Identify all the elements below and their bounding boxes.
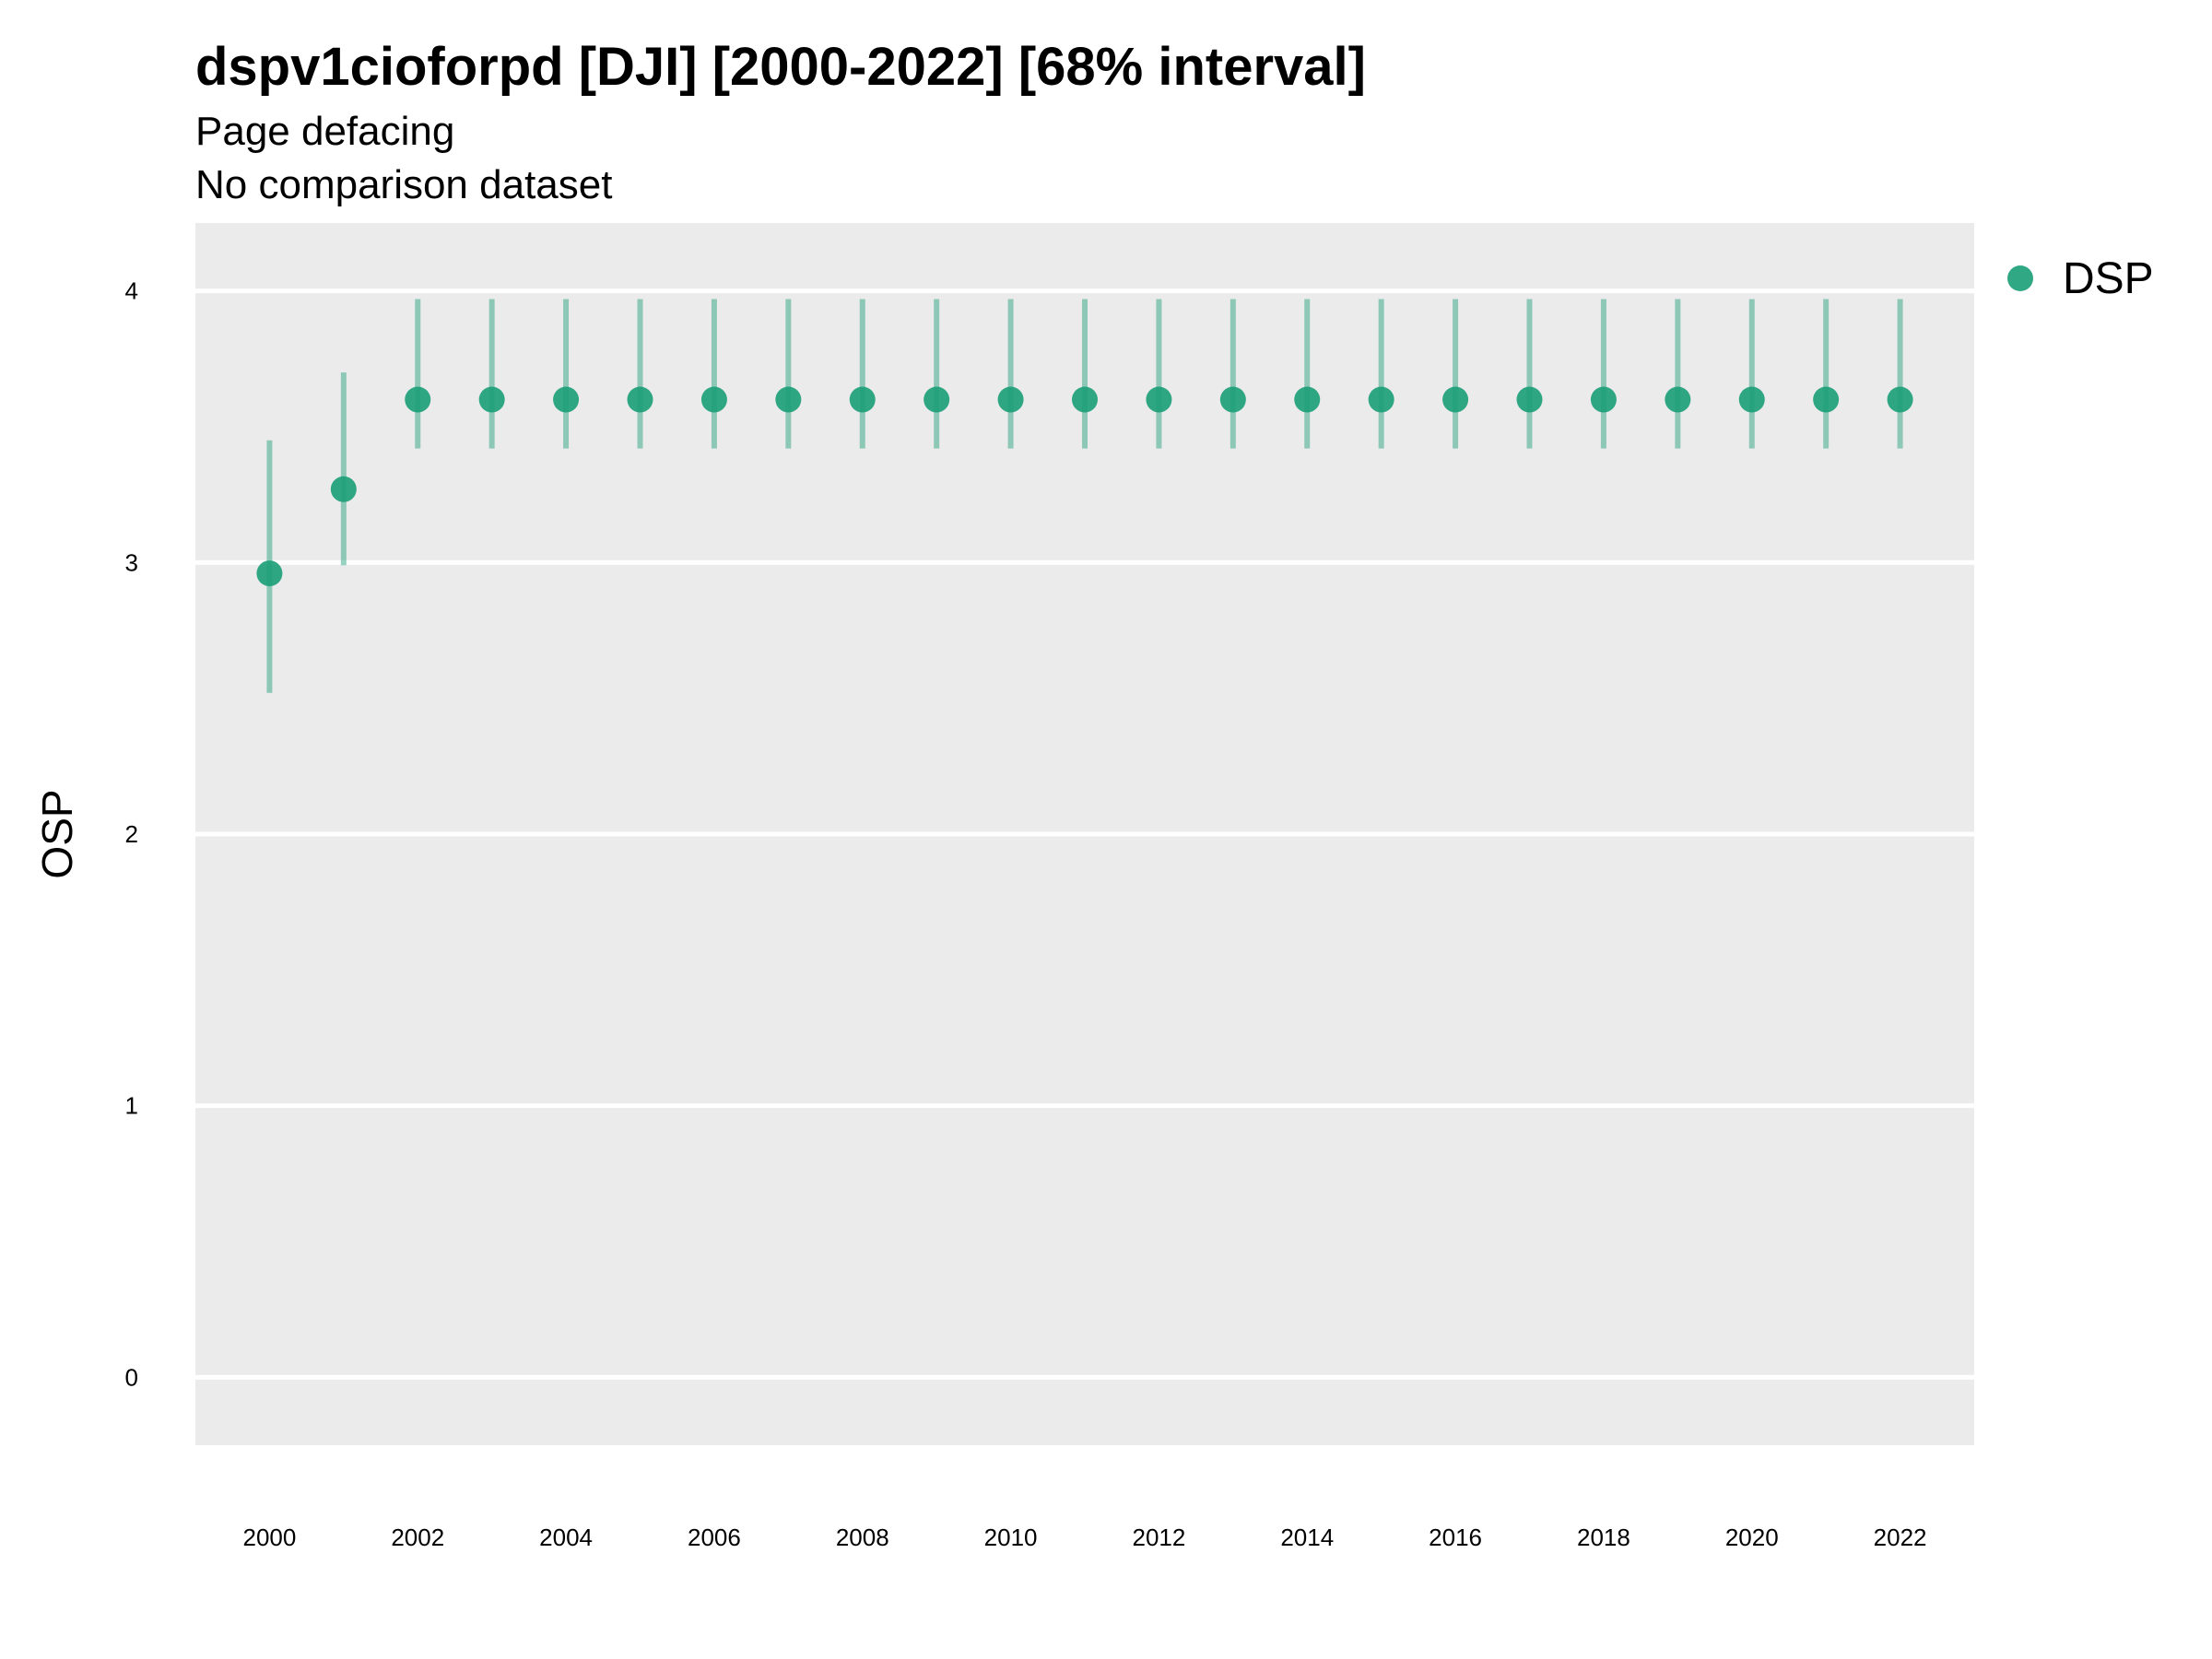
data-point: [1294, 386, 1321, 413]
x-tick-label: 2008: [836, 1524, 889, 1551]
data-point: [553, 386, 580, 413]
y-axis-ticks: 0 1 2 3 4: [125, 277, 138, 1392]
data-point: [627, 386, 653, 413]
data-points: [256, 386, 1913, 587]
chart-subtitle-secondary: No comparison dataset: [195, 162, 612, 207]
y-tick-label: 0: [125, 1363, 138, 1391]
data-point: [924, 386, 950, 413]
chart-title: dspv1cioforpd [DJI] [2000-2022] [68% int…: [195, 37, 1366, 97]
data-point: [405, 386, 431, 413]
legend-label-dsp: DSP: [2063, 254, 2154, 303]
y-tick-label: 2: [125, 820, 138, 848]
data-point: [1516, 386, 1543, 413]
legend: DSP: [2007, 254, 2154, 303]
x-tick-label: 2000: [242, 1524, 296, 1551]
data-point: [1813, 386, 1840, 413]
data-point: [1665, 386, 1691, 413]
x-tick-label: 2002: [391, 1524, 444, 1551]
data-point: [700, 386, 727, 413]
data-point: [1219, 386, 1246, 413]
y-tick-label: 3: [125, 548, 138, 576]
x-tick-label: 2010: [984, 1524, 1038, 1551]
x-axis-ticks: 2000 2002 2004 2006 2008 2010 2012 2014 2016 2018…: [242, 1524, 1926, 1551]
y-axis-label: OSP: [33, 789, 81, 878]
data-point: [1072, 386, 1098, 413]
data-point: [1442, 386, 1469, 413]
y-tick-label: 4: [125, 277, 138, 305]
data-point: [478, 386, 505, 413]
data-point: [997, 386, 1024, 413]
chart-subtitle: Page defacing: [195, 109, 454, 154]
data-point: [1146, 386, 1172, 413]
data-point: [1368, 386, 1394, 413]
legend-swatch-dsp: [2007, 265, 2033, 291]
data-point: [256, 560, 283, 587]
x-tick-label: 2018: [1577, 1524, 1630, 1551]
x-tick-label: 2020: [1725, 1524, 1779, 1551]
x-tick-label: 2014: [1280, 1524, 1334, 1551]
data-point: [330, 476, 357, 502]
data-point: [1590, 386, 1617, 413]
x-tick-label: 2006: [688, 1524, 741, 1551]
x-tick-label: 2012: [1132, 1524, 1185, 1551]
data-point: [775, 386, 802, 413]
data-point: [1738, 386, 1765, 413]
x-tick-label: 2004: [539, 1524, 593, 1551]
data-point: [1887, 386, 1913, 413]
x-tick-label: 2022: [1874, 1524, 1927, 1551]
data-point: [849, 386, 876, 413]
gridlines: [195, 288, 1974, 1380]
error-bars: [266, 299, 1903, 693]
x-tick-label: 2016: [1429, 1524, 1482, 1551]
y-tick-label: 1: [125, 1092, 138, 1120]
